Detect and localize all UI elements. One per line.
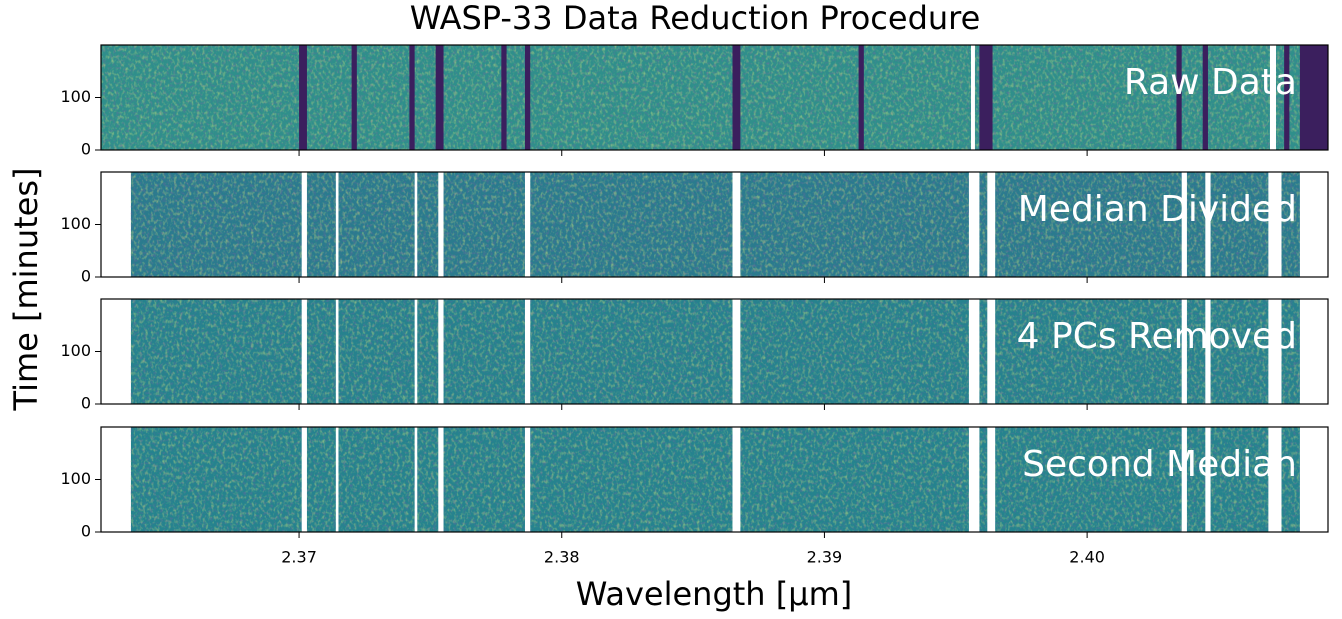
masked-band [1269,45,1276,150]
y-tick-label: 100 [60,469,91,488]
absorption-line [409,45,415,150]
masked-band [524,427,531,532]
x-tick-label: 2.40 [1069,548,1105,567]
panel-label: 4 PCs Removed [1017,316,1297,357]
masked-band [732,172,741,277]
y-tick-label: 100 [60,214,91,233]
absorption-line [732,45,741,150]
masked-band [524,172,531,277]
y-tick-label: 100 [60,87,91,106]
x-tick-label: 2.38 [544,548,580,567]
masked-band [968,299,980,404]
chart-title: WASP-33 Data Reduction Procedure [410,0,981,37]
masked-band [335,172,339,277]
masked-band [1268,299,1282,404]
absorption-line [1176,45,1182,150]
x-axis-label: Wavelength [μm] [576,575,853,613]
absorption-line [979,45,993,150]
masked-band [1205,299,1211,404]
masked-band [438,427,444,532]
y-tick-label: 0 [81,522,91,541]
y-axis-label: Time [minutes] [7,168,45,412]
absorption-line [299,45,307,150]
masked-band [732,427,741,532]
masked-band [438,299,444,404]
panel-label: Raw Data [1124,62,1297,103]
y-tick-label: 0 [81,140,91,159]
absorption-line [435,45,444,150]
y-tick-label: 0 [81,267,91,286]
panel-label: Second Median [1022,444,1297,485]
absorption-line [1202,45,1208,150]
x-tick-label: 2.37 [281,548,317,567]
absorption-line [858,45,864,150]
heatmap-texture [130,299,1300,404]
masked-band [987,427,996,532]
absorption-line [1284,45,1290,150]
masked-band [1181,427,1187,532]
absorption-line [524,45,531,150]
heatmap-texture [130,427,1300,532]
masked-band [1205,172,1211,277]
masked-band [335,427,339,532]
masked-band [987,172,996,277]
x-tick-label: 2.39 [807,548,843,567]
absorption-line [501,45,507,150]
masked-band [301,172,307,277]
masked-band [1205,427,1211,532]
masked-band [987,299,996,404]
masked-band [414,299,418,404]
y-tick-label: 100 [60,341,91,360]
masked-band [1181,299,1187,404]
masked-band [968,172,980,277]
masked-band [1181,172,1187,277]
masked-band [732,299,741,404]
masked-band [335,299,339,404]
heatmap-texture [130,172,1300,277]
masked-band [301,427,307,532]
masked-band [524,299,531,404]
masked-band [1268,427,1282,532]
masked-band [301,299,307,404]
absorption-line [1299,45,1328,150]
y-tick-label: 0 [81,394,91,413]
masked-band [1268,172,1282,277]
masked-band [968,427,980,532]
masked-band [414,172,418,277]
masked-band [438,172,444,277]
masked-band [414,427,418,532]
absorption-line [351,45,357,150]
panel-label: Median Divided [1018,189,1297,230]
masked-band [971,45,975,150]
